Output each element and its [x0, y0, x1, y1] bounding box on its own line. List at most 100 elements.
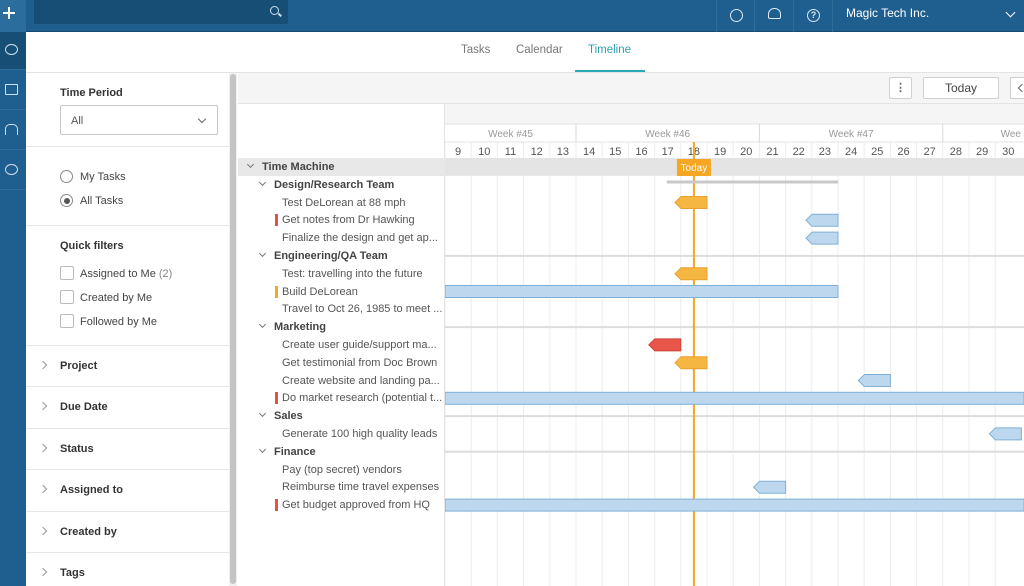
- tab-timeline[interactable]: Timeline: [588, 44, 632, 56]
- section-row[interactable]: Engineering/QA Team: [238, 247, 445, 265]
- task-row[interactable]: Test: travelling into the future: [238, 265, 445, 283]
- filter-section-project[interactable]: Project: [26, 345, 229, 386]
- all-tasks-radio[interactable]: [60, 194, 73, 207]
- task-label: Get testimonial from Doc Brown: [282, 356, 438, 369]
- assigned-to-me-label[interactable]: Assigned to Me (2): [80, 268, 173, 280]
- day-label: 17: [662, 146, 674, 158]
- task-row[interactable]: Generate 100 high quality leads: [238, 425, 445, 443]
- more-options-button[interactable]: ⋮: [889, 77, 912, 99]
- collapse-toggle-icon[interactable]: [258, 249, 267, 258]
- search-icon[interactable]: [270, 6, 279, 15]
- chevron-down-icon: [1005, 7, 1016, 18]
- org-switcher[interactable]: Magic Tech Inc.: [832, 0, 1024, 32]
- search-input[interactable]: [34, 0, 288, 24]
- task-bar: [445, 391, 1024, 405]
- chevron-right-icon: [38, 360, 48, 370]
- task-label: Design/Research Team: [274, 178, 395, 191]
- task-marker: [988, 427, 1022, 441]
- day-label: 10: [478, 146, 490, 158]
- tab-calendar[interactable]: Calendar: [516, 44, 563, 56]
- task-row[interactable]: Reimburse time travel expenses: [238, 478, 445, 496]
- task-row[interactable]: Create website and landing pa...: [238, 372, 445, 390]
- add-button[interactable]: [0, 0, 26, 32]
- sidebar-scrollbar-thumb[interactable]: [230, 74, 236, 584]
- section-row[interactable]: Design/Research Team: [238, 176, 445, 194]
- section-row[interactable]: Sales: [238, 407, 445, 425]
- day-label: 9: [455, 146, 461, 158]
- task-marker: [674, 196, 708, 209]
- task-row[interactable]: Get budget approved from HQ: [238, 496, 445, 514]
- collapse-toggle-icon[interactable]: [258, 445, 267, 453]
- task-row[interactable]: Do market research (potential t...: [238, 389, 445, 407]
- followed-by-me-label[interactable]: Followed by Me: [80, 316, 158, 328]
- rail-item-projects[interactable]: [0, 72, 26, 110]
- week-label: Week #47: [829, 129, 874, 140]
- filter-section-due-date[interactable]: Due Date: [26, 386, 229, 427]
- chevron-right-icon: [38, 401, 48, 411]
- project-row[interactable]: Time Machine: [238, 158, 445, 176]
- section-row[interactable]: Finance: [238, 443, 445, 461]
- section-row[interactable]: Marketing: [238, 318, 445, 336]
- task-row[interactable]: Create user guide/support ma...: [238, 336, 445, 354]
- previous-button[interactable]: [1010, 77, 1024, 99]
- task-label: Test DeLorean at 88 mph: [282, 196, 406, 209]
- view-tabs: Tasks Calendar Timeline: [26, 32, 1024, 73]
- task-label: Test: travelling into the future: [282, 267, 423, 280]
- rail-item-team[interactable]: [0, 112, 26, 150]
- chevron-right-icon: [38, 484, 48, 494]
- task-row[interactable]: Get notes from Dr Hawking: [238, 211, 445, 229]
- divider: [26, 146, 229, 147]
- time-period-label: Time Period: [60, 87, 123, 99]
- time-period-select[interactable]: All: [60, 105, 218, 135]
- my-tasks-label[interactable]: My Tasks: [80, 171, 126, 183]
- rail-item-chat[interactable]: [0, 152, 26, 190]
- filter-section-created-by[interactable]: Created by: [26, 511, 229, 552]
- my-tasks-radio[interactable]: [60, 170, 73, 183]
- task-row[interactable]: Pay (top secret) vendors: [238, 461, 445, 479]
- task-label: Marketing: [274, 321, 326, 334]
- active-tab-indicator: [575, 70, 645, 72]
- chevron-right-icon: [38, 526, 48, 536]
- notifications-button[interactable]: [754, 0, 792, 32]
- task-row[interactable]: Get testimonial from Doc Brown: [238, 354, 445, 372]
- filter-section-tags[interactable]: Tags: [26, 552, 229, 586]
- followed-by-me-checkbox[interactable]: [60, 314, 74, 328]
- created-by-me-checkbox[interactable]: [60, 290, 74, 304]
- created-by-me-label[interactable]: Created by Me: [80, 292, 153, 304]
- task-row[interactable]: Test DeLorean at 88 mph: [238, 194, 445, 212]
- tab-tasks[interactable]: Tasks: [461, 44, 491, 56]
- chevron-right-icon: [38, 567, 48, 577]
- task-label: Get budget approved from HQ: [282, 499, 430, 512]
- today-button[interactable]: Today: [923, 77, 999, 99]
- nav-rail: [0, 32, 26, 586]
- task-row[interactable]: Build DeLorean: [238, 283, 445, 301]
- task-marker: [752, 480, 787, 494]
- timeline-toolbar: ⋮ Today: [238, 73, 1024, 104]
- day-label: 15: [609, 146, 621, 158]
- brain-icon: [5, 44, 18, 55]
- task-label: Get notes from Dr Hawking: [282, 214, 415, 227]
- day-label: 27: [924, 146, 936, 158]
- help-button[interactable]: ?: [793, 0, 831, 32]
- timeline-view: ⋮ Today Time Machine Design/Research Team…: [238, 73, 1024, 586]
- today-badge: [676, 159, 711, 176]
- all-tasks-label[interactable]: All Tasks: [80, 195, 124, 207]
- today-badge-label: Today: [681, 163, 708, 174]
- task-row[interactable]: Travel to Oct 26, 1985 to meet ...: [238, 300, 445, 318]
- rail-item-ideas[interactable]: [0, 32, 26, 70]
- filter-section-assigned-to[interactable]: Assigned to: [26, 469, 229, 510]
- task-label: Build DeLorean: [282, 285, 358, 298]
- task-marker: [805, 231, 839, 245]
- collapse-toggle-icon[interactable]: [258, 321, 267, 329]
- collapse-toggle-icon[interactable]: [258, 410, 267, 418]
- quick-filters-label: Quick filters: [60, 240, 124, 252]
- task-row[interactable]: Finalize the design and get ap...: [238, 229, 445, 247]
- collapse-toggle-icon[interactable]: [258, 178, 267, 186]
- collapse-toggle-icon[interactable]: [246, 160, 255, 169]
- assigned-to-me-checkbox[interactable]: [60, 266, 74, 280]
- day-label: 16: [635, 146, 647, 158]
- filter-section-status[interactable]: Status: [26, 428, 229, 469]
- priority-flag: [275, 392, 278, 405]
- chat-button[interactable]: [716, 0, 754, 32]
- task-label: Do market research (potential t...: [282, 392, 443, 405]
